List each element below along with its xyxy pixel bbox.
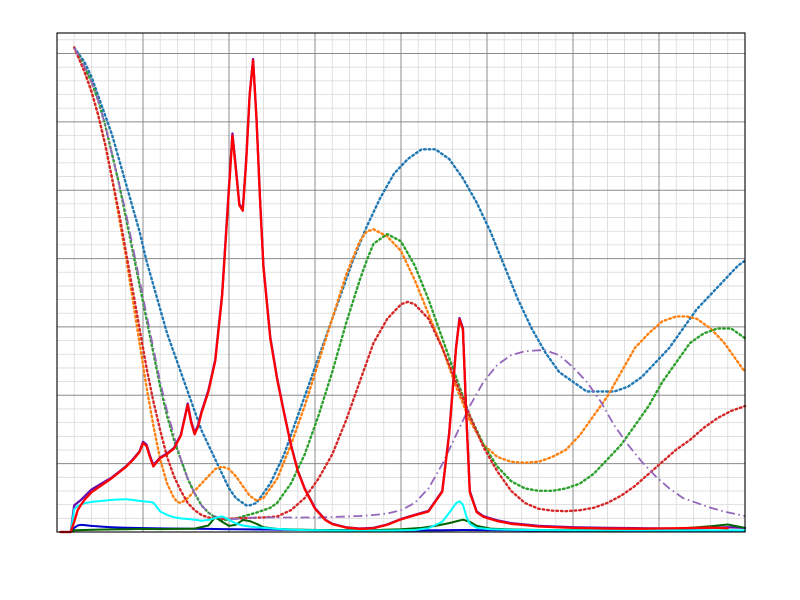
shaper-curve-ei	[73, 46, 747, 522]
shaper-curve-3hump_ei	[73, 47, 746, 520]
shaper-curve-mzv	[73, 46, 747, 505]
psd-curve-after-shaper	[59, 498, 746, 533]
shaper-curve-zv	[73, 46, 747, 507]
plot-frame	[56, 32, 746, 533]
psd-curve-x	[59, 59, 729, 534]
shaper-curve-2hump_ei	[73, 46, 747, 521]
